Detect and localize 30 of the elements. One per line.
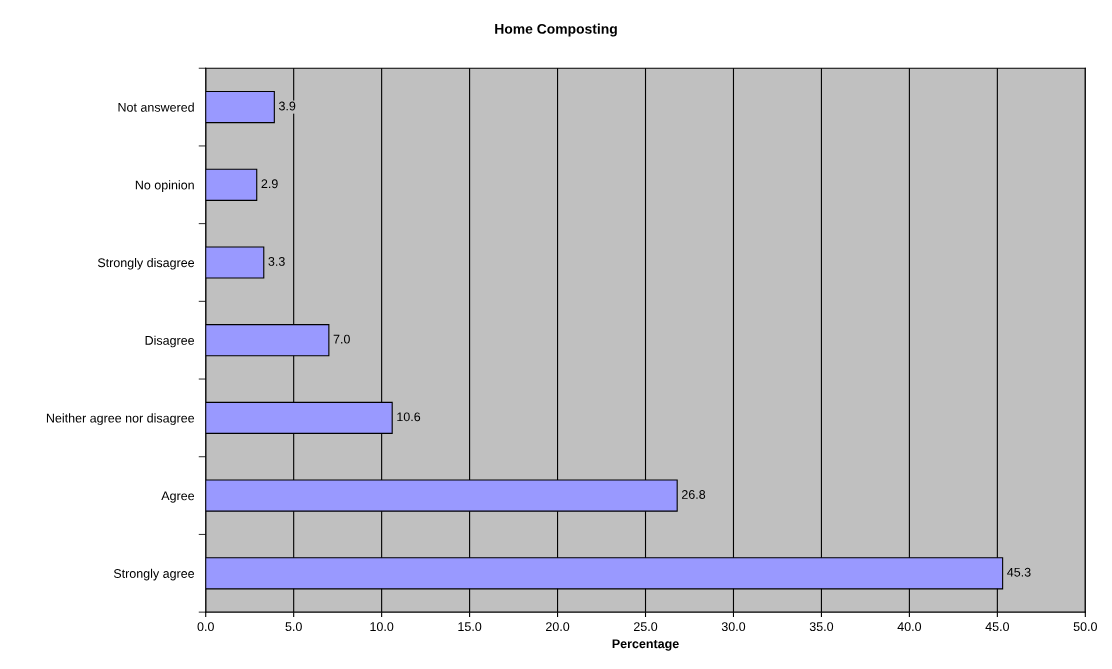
data-label: 2.9 (261, 179, 278, 189)
x-tick-label: 20.0 (546, 622, 570, 632)
y-tick-label: Neither agree nor disagree (46, 413, 195, 426)
y-tick-label: No opinion (135, 180, 194, 192)
bar (205, 246, 265, 279)
x-axis-title: Percentage (612, 639, 679, 651)
y-tick-label: Strongly disagree (97, 257, 195, 270)
x-tick-label: 10.0 (370, 622, 394, 632)
bar (205, 168, 258, 201)
data-label: 45.3 (1007, 567, 1031, 577)
data-label: 26.8 (681, 490, 706, 499)
y-tick-label: Not answered (118, 102, 194, 112)
x-tick-label: 15.0 (458, 622, 482, 632)
x-tick-label: 50.0 (1073, 622, 1097, 632)
data-label: 10.6 (397, 412, 421, 422)
x-tick-label: 25.0 (633, 622, 658, 632)
x-tick-label: 35.0 (809, 622, 834, 632)
bar (205, 90, 275, 124)
x-tick-label: 0.0 (197, 622, 214, 632)
chart-title: Home Composting (495, 23, 617, 37)
data-label: 7.0 (333, 334, 350, 344)
x-tick-label: 5.0 (285, 622, 302, 632)
y-tick-label: Disagree (145, 335, 195, 348)
x-tick-label: 40.0 (897, 622, 922, 632)
x-tick-label: 30.0 (721, 622, 746, 632)
y-tick-label: Strongly agree (113, 568, 195, 581)
data-label: 3.3 (268, 256, 285, 266)
x-tick-label: 45.0 (985, 622, 1010, 632)
y-tick-label: Agree (161, 491, 195, 503)
data-label: 3.9 (278, 101, 296, 111)
